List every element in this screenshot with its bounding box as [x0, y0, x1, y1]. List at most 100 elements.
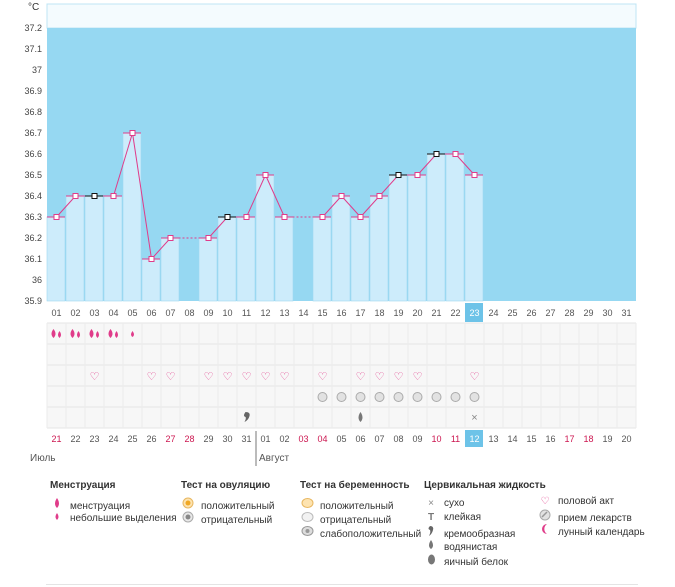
heart-icon: ♡	[242, 371, 252, 383]
legend-ovulation: Тест на овуляцию положительный отрицател…	[181, 480, 274, 528]
legend-item: водянистая	[424, 539, 546, 553]
calendar-date-label: 19	[602, 434, 612, 444]
moon-icon	[538, 523, 552, 540]
data-point	[338, 193, 345, 199]
creamy-icon	[244, 412, 250, 422]
calendar-date-label: 17	[564, 434, 574, 444]
temperature-bar	[426, 153, 446, 302]
pill-icon	[412, 392, 423, 402]
cycle-day-label: 02	[70, 308, 80, 318]
temperature-bar	[141, 258, 161, 302]
temperature-line-segment	[322, 195, 342, 218]
calendar-date-label: 26	[146, 434, 156, 444]
legend-label: клейкая	[444, 512, 482, 523]
cycle-day-label: 09	[203, 308, 213, 318]
heart-icon: ♡	[540, 496, 550, 507]
heart-icon: ♡	[318, 371, 328, 383]
cycle-day-label: 03	[89, 308, 99, 318]
eggwhite-icon	[424, 553, 438, 570]
pill-icon	[431, 392, 442, 402]
calendar-date-label: 02	[279, 434, 289, 444]
legend-item: прием лекарств	[538, 509, 645, 526]
data-point	[376, 193, 383, 199]
y-tick-label: 36.7	[24, 128, 42, 138]
legend-item: слабоположительный	[300, 525, 422, 540]
pill-icon	[538, 509, 552, 526]
menstruation-icon	[96, 331, 99, 338]
data-point	[319, 214, 326, 220]
calendar-date-label: 28	[184, 434, 194, 444]
cycle-day-label: 23	[469, 308, 479, 318]
legend-label: небольшие выделения	[70, 513, 177, 524]
legend-label: положительный	[320, 501, 394, 512]
heart-icon: ♡	[204, 371, 214, 383]
temperature-bar	[122, 132, 142, 302]
legend-item: яичный белок	[424, 553, 546, 570]
menstruation-icon	[51, 329, 56, 338]
temperature-bar	[103, 195, 123, 302]
legend-item: положительный	[181, 497, 274, 514]
legend-label: менструация	[70, 501, 131, 512]
y-tick-label: 36.5	[24, 170, 42, 180]
legend-item: отрицательный	[300, 511, 421, 528]
legend-label: слабоположительный	[320, 529, 422, 540]
legend-label: отрицательный	[320, 515, 392, 526]
watery-icon	[424, 539, 438, 555]
cycle-day-label: 28	[564, 308, 574, 318]
y-tick-label: 36.8	[24, 107, 42, 117]
legend-title: Цервикальная жидкость	[424, 480, 546, 491]
temperature-bar	[445, 153, 465, 302]
month-label: Август	[259, 453, 290, 464]
y-tick-label: 36.2	[24, 233, 42, 243]
cycle-day-label: 16	[336, 308, 346, 318]
y-tick-label: 36.9	[24, 86, 42, 96]
cycle-day-label: 10	[222, 308, 232, 318]
cycle-day-label: 13	[279, 308, 289, 318]
heart-icon: ♡	[375, 371, 385, 383]
cycle-day-label: 20	[412, 308, 422, 318]
y-tick-label: 36.3	[24, 212, 42, 222]
data-point-black	[91, 193, 98, 199]
temperature-bar	[350, 216, 370, 302]
data-point	[53, 214, 60, 220]
calendar-date-label: 20	[621, 434, 631, 444]
legend-label: яичный белок	[444, 557, 509, 568]
creamy-icon	[424, 525, 438, 542]
calendar-date-label: 15	[526, 434, 536, 444]
temperature-bar	[46, 216, 66, 302]
cycle-day-label: 18	[374, 308, 384, 318]
data-point	[281, 214, 288, 220]
y-tick-label: 37	[32, 65, 42, 75]
pill-icon	[469, 392, 480, 402]
watery-icon	[358, 412, 363, 422]
calendar-date-label: 06	[355, 434, 365, 444]
calendar-date-label: 08	[393, 434, 403, 444]
pill-icon	[355, 392, 366, 402]
legend-item: лунный календарь	[538, 523, 645, 540]
legend-item: кремообразная	[424, 525, 546, 542]
cycle-day-label: 05	[127, 308, 137, 318]
ovulation-negative-icon	[181, 511, 195, 528]
pill-icon	[317, 392, 328, 402]
menstruation-icon	[77, 331, 80, 338]
temperature-line-segment	[151, 237, 171, 260]
legend-item: небольшие выделения	[50, 511, 177, 525]
legend-label: прием лекарств	[558, 513, 632, 524]
temperature-line-segment	[360, 195, 380, 218]
legend-other: ♡ половой акт прием лекарств лунный кален…	[538, 495, 645, 540]
pregnancy-negative-icon	[300, 511, 314, 528]
cycle-day-label: 21	[431, 308, 441, 318]
legend-title: Тест на беременность	[300, 480, 410, 491]
calendar-date-label: 10	[431, 434, 441, 444]
legend-menstruation: Менструация менструация небольшие выделе…	[50, 480, 177, 525]
y-tick-label: 35.9	[24, 296, 42, 306]
month-label: Июль	[30, 453, 56, 464]
cycle-day-label: 12	[260, 308, 270, 318]
cycle-day-label: 19	[393, 308, 403, 318]
legend-label: водянистая	[444, 542, 498, 553]
calendar-date-label: 30	[222, 434, 232, 444]
temperature-bar	[274, 216, 294, 302]
ovulation-positive-icon	[181, 497, 195, 514]
calendar-date-label: 16	[545, 434, 555, 444]
